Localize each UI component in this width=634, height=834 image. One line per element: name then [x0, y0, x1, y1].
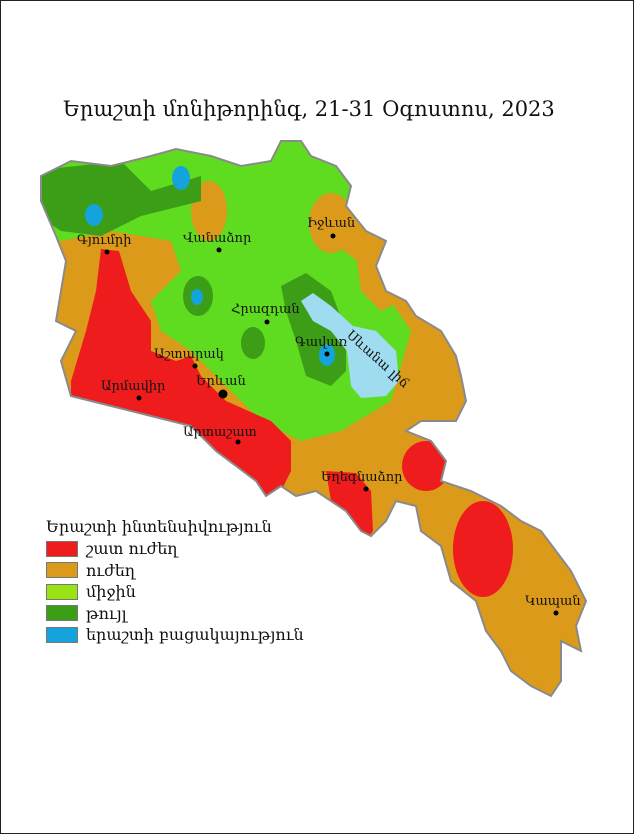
legend-swatch: [46, 626, 78, 643]
city-marker: [235, 439, 241, 445]
zone-none-2: [85, 204, 103, 226]
city-label: Կապան: [525, 594, 581, 609]
city-label: Եղեգնաձոր: [321, 470, 403, 485]
city-marker: [136, 395, 142, 401]
city-marker: [192, 363, 198, 369]
legend-swatch: [46, 583, 78, 600]
legend-swatch: [46, 605, 78, 622]
legend-item: ուժեղ: [46, 560, 304, 582]
zone-severe-east: [402, 441, 450, 491]
legend-label: ուժեղ: [86, 560, 136, 580]
legend-label: շատ ուժեղ: [86, 539, 178, 559]
city-marker: [324, 351, 330, 357]
legend-label: թույլ: [86, 603, 127, 623]
legend-item: շատ ուժեղ: [46, 538, 304, 560]
city-label: Վանաձոր: [183, 231, 252, 246]
legend-label: միջին: [86, 582, 136, 602]
zone-severe-yeghegnadzor: [326, 471, 373, 546]
city-marker: [104, 249, 110, 255]
sevan-lake: [301, 293, 399, 398]
legend-swatch: [46, 562, 78, 579]
city-label: Արտաշատ: [183, 425, 257, 440]
city-marker: [218, 389, 228, 399]
legend-item: երաշտի բացակայություն: [46, 624, 304, 646]
city-label: Գավառ: [295, 335, 348, 350]
zone-none-3: [191, 289, 203, 305]
city-marker: [264, 319, 270, 325]
city-marker: [216, 247, 222, 253]
legend-label: երաշտի բացակայություն: [86, 625, 304, 645]
city-label: Իջևան: [307, 216, 355, 231]
city-marker: [330, 233, 336, 239]
legend-swatch: [46, 540, 78, 557]
map-title: Երաշտի մոնիթորինգ, 21-31 Օգոստոս, 2023: [63, 97, 555, 121]
zone-severe-west: [71, 249, 291, 496]
city-label: Հրազդան: [231, 302, 300, 317]
legend-item: միջին: [46, 581, 304, 603]
city-label: Երևան: [196, 374, 246, 389]
zone-none-1: [172, 166, 190, 190]
city-marker: [363, 486, 369, 492]
zone-mild-nw: [41, 161, 201, 236]
city-label: Արմավիր: [101, 379, 166, 394]
city-label: Աշտարակ: [154, 347, 224, 362]
legend-item: թույլ: [46, 603, 304, 625]
zone-strong-ijevan: [309, 193, 353, 253]
zone-mild-2: [241, 327, 265, 359]
legend-title: Երաշտի ինտենսիվություն: [46, 517, 272, 536]
city-marker: [553, 610, 559, 616]
legend: Երաշտի ինտենսիվություն շատ ուժեղ ուժեղ միջ…: [46, 517, 304, 646]
zone-severe-south: [453, 501, 513, 597]
city-label: Գյումրի: [77, 233, 131, 248]
